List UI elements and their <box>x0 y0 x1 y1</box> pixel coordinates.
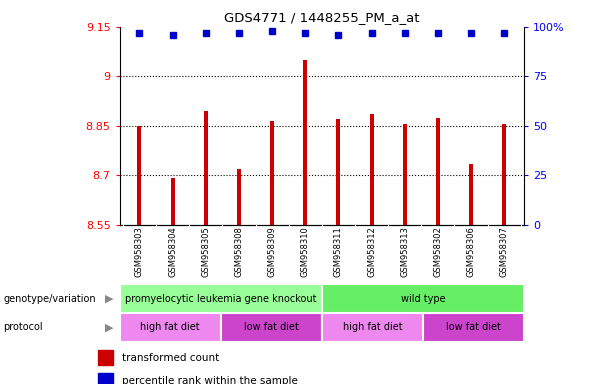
Text: ▶: ▶ <box>105 322 113 333</box>
Text: wild type: wild type <box>401 293 445 304</box>
Text: GSM958308: GSM958308 <box>234 227 243 277</box>
Text: GSM958303: GSM958303 <box>135 227 144 277</box>
Text: low fat diet: low fat diet <box>244 322 299 333</box>
Text: GSM958310: GSM958310 <box>301 227 310 277</box>
Text: percentile rank within the sample: percentile rank within the sample <box>121 376 297 384</box>
Text: GSM958306: GSM958306 <box>466 227 476 277</box>
Text: protocol: protocol <box>3 322 43 333</box>
Title: GDS4771 / 1448255_PM_a_at: GDS4771 / 1448255_PM_a_at <box>224 11 419 24</box>
Bar <box>370 114 373 225</box>
Bar <box>436 118 440 225</box>
Bar <box>204 111 208 225</box>
Bar <box>322 284 524 313</box>
Bar <box>120 284 322 313</box>
Text: GSM958305: GSM958305 <box>201 227 210 277</box>
Bar <box>120 313 221 342</box>
Bar <box>423 313 524 342</box>
Text: low fat diet: low fat diet <box>446 322 501 333</box>
Bar <box>97 350 113 365</box>
Text: GSM958311: GSM958311 <box>334 227 343 277</box>
Text: high fat diet: high fat diet <box>140 322 200 333</box>
Text: GSM958313: GSM958313 <box>400 227 409 277</box>
Bar <box>502 124 506 225</box>
Text: genotype/variation: genotype/variation <box>3 293 96 304</box>
Text: GSM958307: GSM958307 <box>500 227 509 277</box>
Bar <box>97 373 113 384</box>
Text: GSM958304: GSM958304 <box>168 227 177 277</box>
Text: promyelocytic leukemia gene knockout: promyelocytic leukemia gene knockout <box>125 293 316 304</box>
Text: GSM958302: GSM958302 <box>433 227 443 277</box>
Bar <box>337 119 340 225</box>
Bar <box>303 60 307 225</box>
Text: transformed count: transformed count <box>121 353 219 362</box>
Text: ▶: ▶ <box>105 293 113 304</box>
Text: high fat diet: high fat diet <box>343 322 402 333</box>
Text: GSM958312: GSM958312 <box>367 227 376 277</box>
Bar <box>403 124 406 225</box>
Bar <box>137 126 142 225</box>
Bar <box>237 169 241 225</box>
Text: GSM958309: GSM958309 <box>268 227 276 277</box>
Bar <box>170 179 175 225</box>
Bar <box>469 164 473 225</box>
Bar <box>221 313 322 342</box>
Bar <box>270 121 274 225</box>
Bar <box>322 313 423 342</box>
